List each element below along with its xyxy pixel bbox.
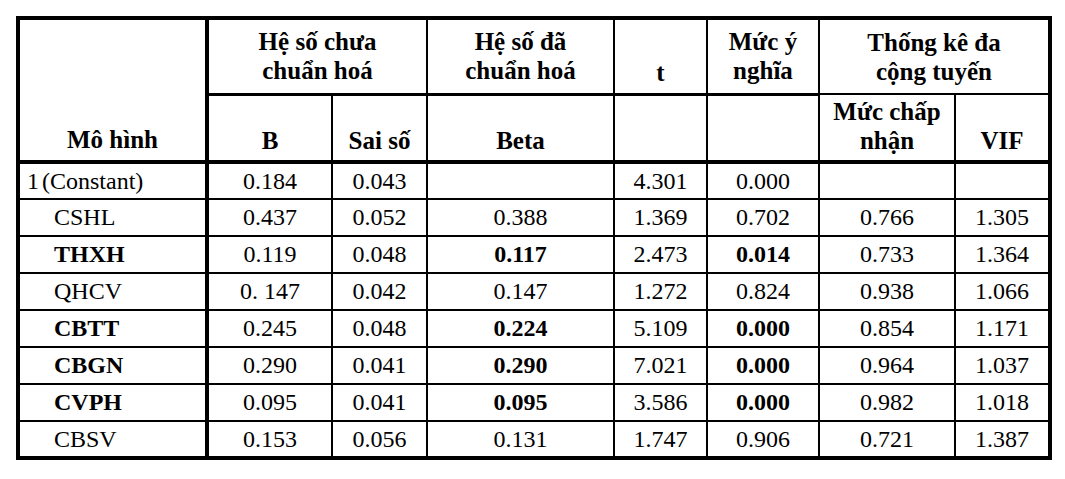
header-std-error: Sai số xyxy=(332,94,427,162)
cell-vif: 1.037 xyxy=(955,347,1050,384)
header-vif: VIF xyxy=(955,94,1050,162)
cell-b: 0.119 xyxy=(207,236,332,273)
cell-t: 1.272 xyxy=(614,273,707,310)
predictor-label: CSHL xyxy=(54,204,115,230)
predictor-cell: CVPH xyxy=(18,384,207,421)
predictor-cell: 1(Constant) xyxy=(18,162,207,199)
cell-b: 0.437 xyxy=(207,199,332,236)
header-beta: Beta xyxy=(427,94,614,162)
header-tolerance: Mức chấp nhận xyxy=(819,94,955,162)
cell-tolerance: 0.733 xyxy=(819,236,955,273)
cell-sig: 0.000 xyxy=(707,310,819,347)
cell-b: 0.245 xyxy=(207,310,332,347)
cell-beta: 0.224 xyxy=(427,310,614,347)
cell-std-error: 0.041 xyxy=(332,384,427,421)
table-row-cvph: CVPH 0.095 0.041 0.095 3.586 0.000 0.982… xyxy=(18,384,1050,421)
cell-vif: 1.364 xyxy=(955,236,1050,273)
cell-vif xyxy=(955,162,1050,199)
cell-t: 1.369 xyxy=(614,199,707,236)
cell-beta: 0.117 xyxy=(427,236,614,273)
cell-vif: 1.171 xyxy=(955,310,1050,347)
cell-sig: 0.000 xyxy=(707,162,819,199)
cell-vif: 1.387 xyxy=(955,421,1050,458)
cell-tolerance: 0.982 xyxy=(819,384,955,421)
cell-b: 0.184 xyxy=(207,162,332,199)
page: Mô hình Hệ số chưa chuẩn hoá Hệ số đã ch… xyxy=(0,0,1065,479)
cell-std-error: 0.056 xyxy=(332,421,427,458)
table-row-cbgn: CBGN 0.290 0.041 0.290 7.021 0.000 0.964… xyxy=(18,347,1050,384)
cell-beta: 0.290 xyxy=(427,347,614,384)
cell-t: 7.021 xyxy=(614,347,707,384)
cell-t: 4.301 xyxy=(614,162,707,199)
predictor-label: QHCV xyxy=(54,278,122,304)
cell-beta: 0.147 xyxy=(427,273,614,310)
cell-tolerance: 0.854 xyxy=(819,310,955,347)
header-row-groups: Mô hình Hệ số chưa chuẩn hoá Hệ số đã ch… xyxy=(18,18,1050,94)
cell-tolerance: 0.964 xyxy=(819,347,955,384)
cell-t: 3.586 xyxy=(614,384,707,421)
regression-coefficients-table: Mô hình Hệ số chưa chuẩn hoá Hệ số đã ch… xyxy=(16,16,1052,460)
header-t-spacer xyxy=(614,94,707,162)
cell-b: 0. 147 xyxy=(207,273,332,310)
predictor-label: CVPH xyxy=(54,389,122,415)
cell-t: 2.473 xyxy=(614,236,707,273)
cell-std-error: 0.042 xyxy=(332,273,427,310)
cell-tolerance: 0.938 xyxy=(819,273,955,310)
table-row-cbtt: CBTT 0.245 0.048 0.224 5.109 0.000 0.854… xyxy=(18,310,1050,347)
cell-std-error: 0.048 xyxy=(332,310,427,347)
cell-vif: 1.018 xyxy=(955,384,1050,421)
predictor-label: CBGN xyxy=(54,352,123,378)
table-row-constant: 1(Constant) 0.184 0.043 4.301 0.000 xyxy=(18,162,1050,199)
table-row-cbsv: CBSV 0.153 0.056 0.131 1.747 0.906 0.721… xyxy=(18,421,1050,458)
cell-sig: 0.014 xyxy=(707,236,819,273)
cell-b: 0.153 xyxy=(207,421,332,458)
predictor-cell: CBTT xyxy=(18,310,207,347)
predictor-label: CBTT xyxy=(54,315,119,341)
header-unstandardized-coefficients: Hệ số chưa chuẩn hoá xyxy=(207,18,427,94)
cell-std-error: 0.052 xyxy=(332,199,427,236)
predictor-label: (Constant) xyxy=(42,168,143,194)
cell-sig: 0.000 xyxy=(707,347,819,384)
cell-t: 5.109 xyxy=(614,310,707,347)
header-t: t xyxy=(614,18,707,94)
cell-tolerance: 0.766 xyxy=(819,199,955,236)
header-sig-spacer xyxy=(707,94,819,162)
model-number: 1 xyxy=(27,168,39,195)
cell-sig: 0.824 xyxy=(707,273,819,310)
cell-t: 1.747 xyxy=(614,421,707,458)
cell-tolerance: 0.721 xyxy=(819,421,955,458)
header-significance: Mức ý nghĩa xyxy=(707,18,819,94)
cell-std-error: 0.041 xyxy=(332,347,427,384)
predictor-cell: CBGN xyxy=(18,347,207,384)
cell-std-error: 0.048 xyxy=(332,236,427,273)
header-standardized-coefficients: Hệ số đã chuẩn hoá xyxy=(427,18,614,94)
predictor-cell: THXH xyxy=(18,236,207,273)
cell-sig: 0.000 xyxy=(707,384,819,421)
cell-beta xyxy=(427,162,614,199)
predictor-cell: CSHL xyxy=(18,199,207,236)
cell-beta: 0.131 xyxy=(427,421,614,458)
predictor-label: CBSV xyxy=(54,426,117,452)
predictor-cell: CBSV xyxy=(18,421,207,458)
cell-b: 0.095 xyxy=(207,384,332,421)
table-row-thxh: THXH 0.119 0.048 0.117 2.473 0.014 0.733… xyxy=(18,236,1050,273)
cell-beta: 0.095 xyxy=(427,384,614,421)
predictor-label: THXH xyxy=(54,241,125,267)
predictor-cell: QHCV xyxy=(18,273,207,310)
cell-std-error: 0.043 xyxy=(332,162,427,199)
cell-vif: 1.305 xyxy=(955,199,1050,236)
header-collinearity-statistics: Thống kê đa cộng tuyến xyxy=(819,18,1050,94)
cell-sig: 0.906 xyxy=(707,421,819,458)
table-row-qhcv: QHCV 0. 147 0.042 0.147 1.272 0.824 0.93… xyxy=(18,273,1050,310)
table-row-cshl: CSHL 0.437 0.052 0.388 1.369 0.702 0.766… xyxy=(18,199,1050,236)
header-b: B xyxy=(207,94,332,162)
header-model: Mô hình xyxy=(18,18,207,162)
cell-sig: 0.702 xyxy=(707,199,819,236)
cell-vif: 1.066 xyxy=(955,273,1050,310)
cell-tolerance xyxy=(819,162,955,199)
cell-b: 0.290 xyxy=(207,347,332,384)
cell-beta: 0.388 xyxy=(427,199,614,236)
